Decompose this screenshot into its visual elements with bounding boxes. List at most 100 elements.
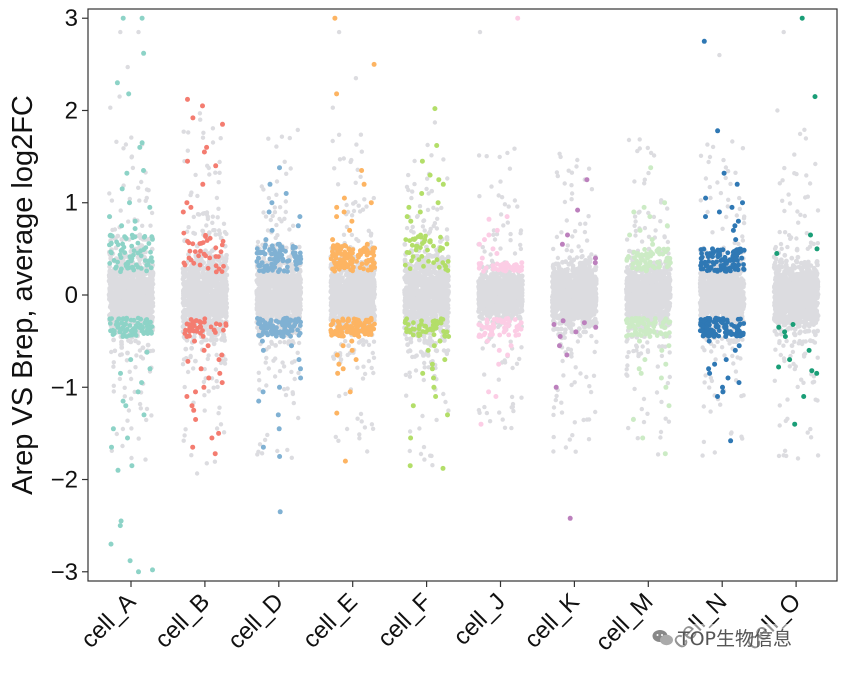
grey-point <box>134 353 139 358</box>
grey-point <box>328 295 334 301</box>
grey-point <box>193 266 199 272</box>
grey-point <box>422 286 428 292</box>
grey-point <box>109 198 115 203</box>
grey-point <box>213 314 218 320</box>
grey-point <box>210 140 216 145</box>
grey-point <box>343 280 348 286</box>
grey-point <box>287 135 292 141</box>
grey-point <box>421 444 427 450</box>
grey-point <box>345 352 350 358</box>
grey-point <box>426 306 431 312</box>
grey-point <box>282 387 287 392</box>
grey-point <box>119 303 125 309</box>
grey-point <box>285 276 291 282</box>
grey-point <box>181 438 186 443</box>
grey-point <box>216 258 222 263</box>
grey-point <box>188 355 193 360</box>
grey-point <box>256 370 261 375</box>
grey-point <box>111 389 117 394</box>
grey-point <box>343 339 348 344</box>
grey-point <box>348 159 353 165</box>
grey-point <box>371 339 377 344</box>
grey-point <box>349 213 355 218</box>
grey-point <box>118 276 123 281</box>
grey-point <box>333 298 339 304</box>
grey-point <box>108 287 113 292</box>
grey-point <box>191 366 196 371</box>
grey-point <box>263 214 269 219</box>
grey-point <box>351 208 357 214</box>
grey-point <box>370 298 376 304</box>
grey-point <box>411 291 416 296</box>
grey-point <box>336 393 342 399</box>
grey-point <box>296 287 302 293</box>
grey-point <box>120 443 125 449</box>
grey-point <box>125 350 130 356</box>
grey-point <box>407 374 413 379</box>
grey-point <box>274 222 279 228</box>
grey-point <box>205 163 210 168</box>
grey-point <box>363 277 369 283</box>
grey-point <box>366 358 372 364</box>
grey-point <box>350 299 355 305</box>
grey-point <box>412 286 418 291</box>
grey-point <box>127 369 132 374</box>
grey-point <box>272 210 278 215</box>
grey-point <box>421 377 426 383</box>
grey-point <box>182 313 188 319</box>
grey-point <box>266 293 272 299</box>
grey-point <box>255 452 260 457</box>
grey-point <box>114 139 119 144</box>
grey-point <box>209 281 215 286</box>
grey-point <box>422 360 427 366</box>
grey-point <box>257 378 262 383</box>
grey-point <box>271 312 276 317</box>
grey-point <box>150 277 155 283</box>
grey-point <box>149 285 155 291</box>
grey-point <box>429 153 434 158</box>
grey-point <box>273 298 279 304</box>
grey-point <box>258 289 264 295</box>
grey-point <box>361 364 366 369</box>
grey-point <box>283 199 288 204</box>
grey-point <box>111 305 117 311</box>
grey-point <box>135 299 141 305</box>
grey-point <box>404 393 409 398</box>
grey-point <box>197 111 203 116</box>
grey-point <box>364 204 369 209</box>
grey-point <box>414 261 420 267</box>
grey-point <box>439 269 445 275</box>
grey-point <box>285 447 290 453</box>
grey-point <box>111 360 117 365</box>
grey-point <box>215 384 220 390</box>
grey-point <box>255 239 261 245</box>
grey-point <box>137 401 143 407</box>
grey-point <box>289 289 295 294</box>
grey-point <box>149 210 155 216</box>
grey-point <box>189 453 194 458</box>
grey-point <box>407 429 413 434</box>
grey-point <box>272 205 277 210</box>
grey-point <box>371 370 376 376</box>
grey-point <box>194 471 200 476</box>
grey-point <box>137 348 143 353</box>
grey-point <box>144 406 150 412</box>
grey-point <box>147 301 153 307</box>
grey-point <box>281 284 286 290</box>
grey-point <box>125 418 130 423</box>
grey-point <box>357 432 362 437</box>
grey-point <box>353 199 358 205</box>
grey-point <box>291 400 296 406</box>
grey-point <box>144 287 150 292</box>
grey-point <box>403 298 408 304</box>
grey-point <box>223 314 229 320</box>
grey-point <box>353 180 358 185</box>
grey-point <box>194 294 200 300</box>
grey-point <box>329 273 334 279</box>
grey-point <box>284 171 289 176</box>
nonsignificant-points <box>106 29 821 476</box>
grey-point <box>266 136 271 141</box>
grey-point <box>341 232 347 237</box>
grey-point <box>194 310 200 316</box>
